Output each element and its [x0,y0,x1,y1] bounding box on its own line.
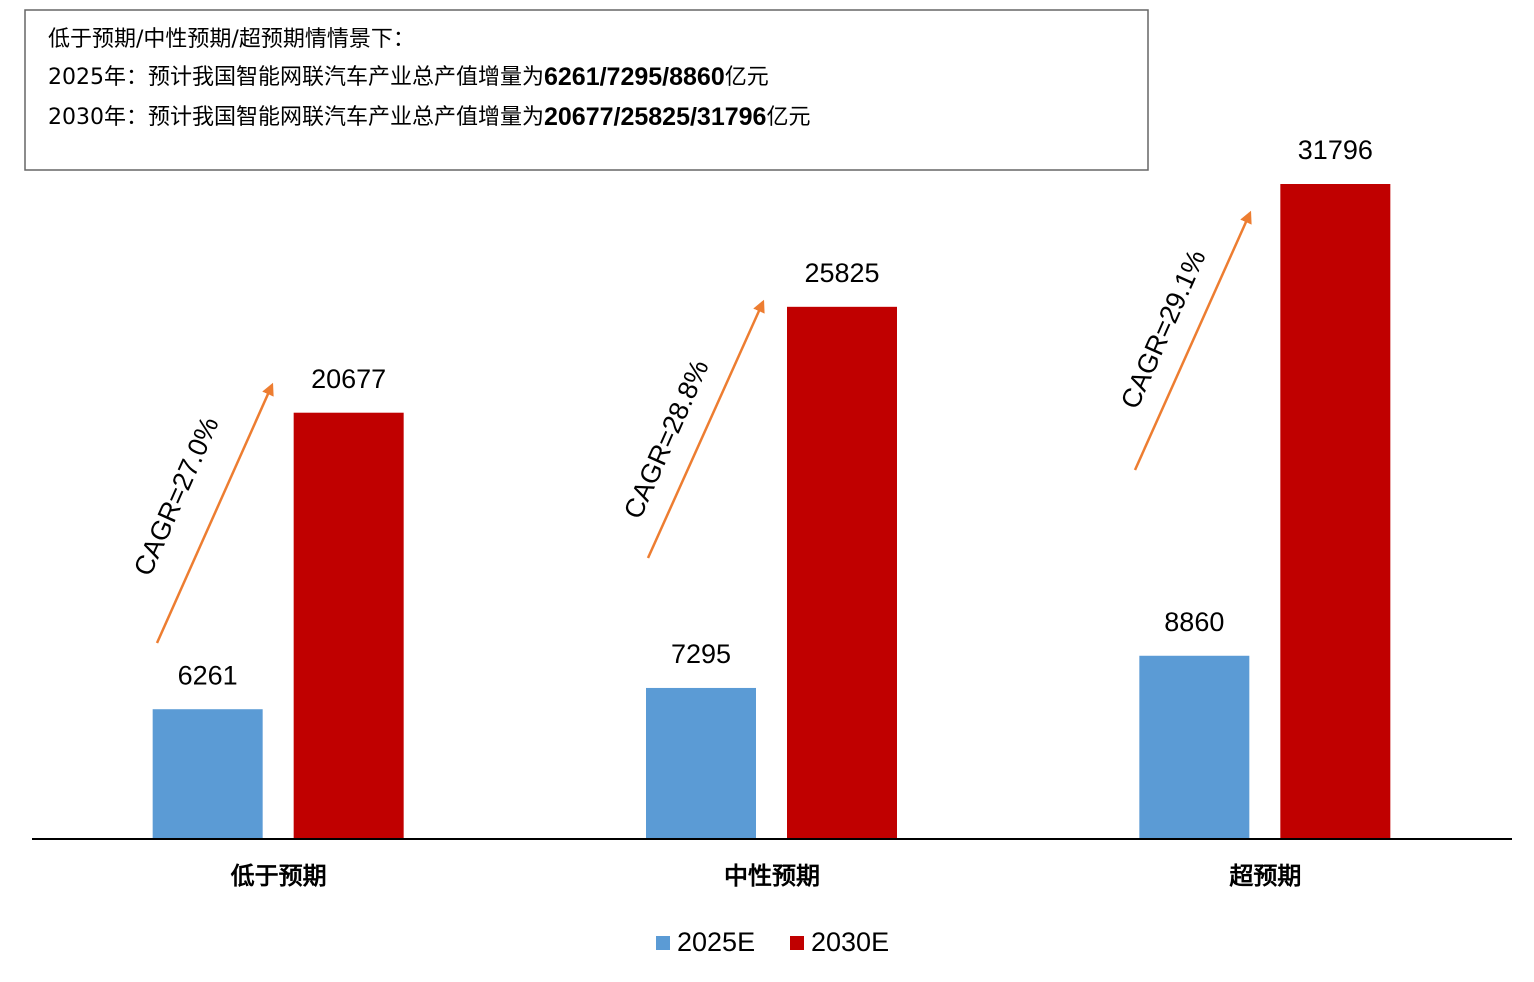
data-label: 25825 [804,258,879,288]
bar [293,412,404,838]
cagr-arrow [646,299,765,559]
cagr-arrow [1133,210,1252,471]
x-tick-label: 中性预期 [724,862,820,890]
bar [787,306,897,838]
annotation-line: 2030年：预计我国智能网联汽车产业总产值增量为20677/25825/3179… [48,103,810,131]
cagr-arrow [155,382,274,644]
annotation-bold: 6261/7295/8860 [544,63,725,91]
annotation-lead: 2030年：预计我国智能网联汽车产业总产值增量为 [48,105,544,130]
data-label: 8860 [1164,607,1224,637]
data-label: 6261 [178,660,238,690]
cagr-label: CAGR=27.0% [128,412,225,580]
legend-label: 2030E [811,927,889,957]
x-tick-label: 低于预期 [230,862,327,890]
bar [152,709,263,838]
data-label: 31796 [1298,135,1373,165]
bar [1280,184,1391,838]
annotation-unit: 亿元 [766,105,810,130]
bar [646,687,756,838]
data-label: 7295 [671,639,731,669]
legend-swatch [790,936,804,950]
data-label: 20677 [311,364,386,394]
legend-label: 2025E [677,927,755,957]
annotation-line: 2025年：预计我国智能网联汽车产业总产值增量为6261/7295/8860亿元 [48,63,769,91]
legend-swatch [656,936,670,950]
annotation-heading: 低于预期/中性预期/超预期情情景下： [48,27,415,52]
annotation-unit: 亿元 [725,65,769,90]
x-tick-label: 超预期 [1229,862,1301,890]
bar [1139,655,1250,838]
annotation-bold: 20677/25825/31796 [544,103,766,131]
annotation-box [24,9,1149,171]
annotation-lead: 2025年：预计我国智能网联汽车产业总产值增量为 [48,65,544,90]
